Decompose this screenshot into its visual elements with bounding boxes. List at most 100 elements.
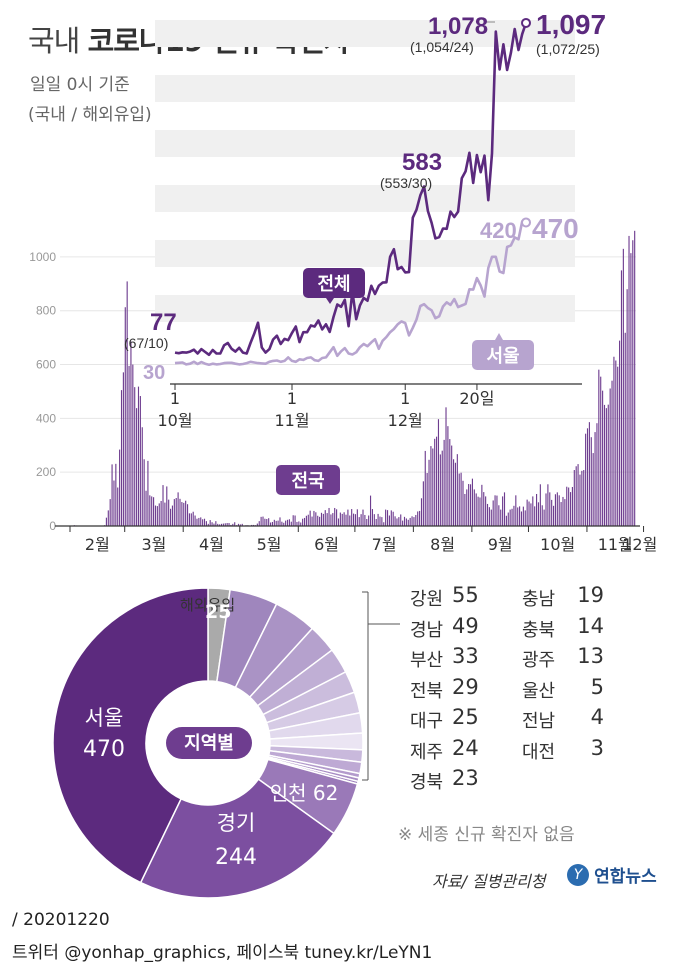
bar [568, 487, 570, 526]
bar [175, 498, 177, 526]
bar [581, 470, 583, 526]
bar [468, 484, 470, 526]
seoul-label: 서울 [486, 346, 519, 367]
bar [481, 484, 483, 526]
bar [205, 521, 207, 526]
bar [426, 472, 428, 526]
annot-1078-sub: (1,054/24) [410, 39, 474, 55]
bar [353, 513, 355, 526]
bar [173, 499, 175, 526]
footer-date: / 20201220 [12, 910, 110, 930]
bar [309, 510, 311, 526]
bar [541, 505, 543, 526]
bar-x-label: 8월 [430, 535, 455, 554]
bar [454, 462, 457, 526]
region-name: 전남 [522, 711, 556, 732]
inset-x-month: 11월 [274, 411, 309, 430]
bar [190, 513, 192, 526]
region-name: 대구 [410, 711, 444, 732]
bar [447, 426, 449, 526]
inset-x-day: 20일 [459, 389, 494, 408]
bar [571, 486, 573, 526]
source: 자료/ 질병관리청 [432, 872, 546, 891]
bar [164, 502, 166, 526]
region-name: 부산 [410, 650, 444, 671]
bar [394, 516, 396, 526]
bar [449, 439, 451, 526]
bar [494, 495, 496, 526]
bar [590, 437, 592, 526]
annot-30: 30 [143, 362, 165, 384]
annot-470: 470 [532, 213, 579, 244]
bar [311, 516, 313, 526]
bar [139, 396, 141, 526]
bar [411, 516, 413, 526]
bar [147, 460, 149, 526]
bar [194, 515, 196, 526]
logo-icon: Y [567, 863, 589, 886]
bar [209, 520, 211, 526]
footer-social: 트위터 @yonhap_graphics, 페이스북 tuney.kr/LeYN… [12, 943, 433, 963]
bar [334, 507, 336, 526]
region-value: 13 [577, 644, 604, 668]
bar [471, 478, 473, 526]
bar [594, 432, 596, 526]
title-prefix: 국내 [28, 24, 80, 58]
bar [424, 450, 426, 526]
bar [322, 513, 324, 526]
bar [381, 517, 383, 526]
bar [341, 513, 343, 526]
bar [107, 510, 109, 526]
bar [558, 495, 560, 526]
bar [488, 507, 490, 526]
gyeonggi-pie-value: 244 [215, 845, 257, 870]
region-value: 4 [590, 705, 604, 729]
bar [460, 472, 462, 526]
region-value: 49 [452, 613, 479, 638]
bar [434, 438, 436, 526]
bar [588, 422, 590, 526]
bar [464, 493, 466, 526]
incheon-pie-label: 인천 62 [270, 781, 339, 805]
bar [117, 487, 119, 526]
total-label: 전체 [317, 274, 350, 295]
bar [536, 493, 538, 526]
bar [122, 372, 124, 526]
bar [275, 520, 277, 526]
bar [534, 506, 536, 526]
bar [183, 502, 185, 526]
inset-x-day: 1 [400, 389, 410, 408]
bar [520, 511, 523, 526]
bar [443, 439, 445, 526]
region-value: 55 [452, 583, 479, 607]
bar [498, 505, 500, 526]
bar [598, 369, 600, 526]
bar [364, 514, 366, 526]
region-name: 강원 [410, 589, 444, 610]
bar-x-label: 5월 [257, 535, 282, 554]
bar [611, 380, 613, 526]
bar [502, 496, 504, 526]
bar [319, 516, 321, 526]
bar [302, 518, 304, 526]
bar-x-label: 7월 [372, 535, 397, 554]
bar [286, 519, 289, 526]
bar [185, 500, 187, 526]
bar [596, 423, 598, 526]
bar-ytick-label: 1000 [29, 250, 56, 264]
bar [186, 504, 189, 526]
bar [547, 484, 549, 526]
bar [326, 513, 328, 526]
bar [532, 496, 534, 526]
bar [171, 505, 174, 526]
region-name: 제주 [410, 741, 444, 763]
bar [368, 515, 370, 526]
bar [224, 523, 226, 526]
bar [162, 485, 164, 526]
bar [271, 521, 274, 526]
annot-420: 420 [480, 218, 517, 243]
bar-ytick-label: 400 [36, 411, 56, 425]
bar [537, 502, 540, 526]
bar [403, 516, 406, 526]
bar-x-label: 11월 [598, 535, 633, 554]
